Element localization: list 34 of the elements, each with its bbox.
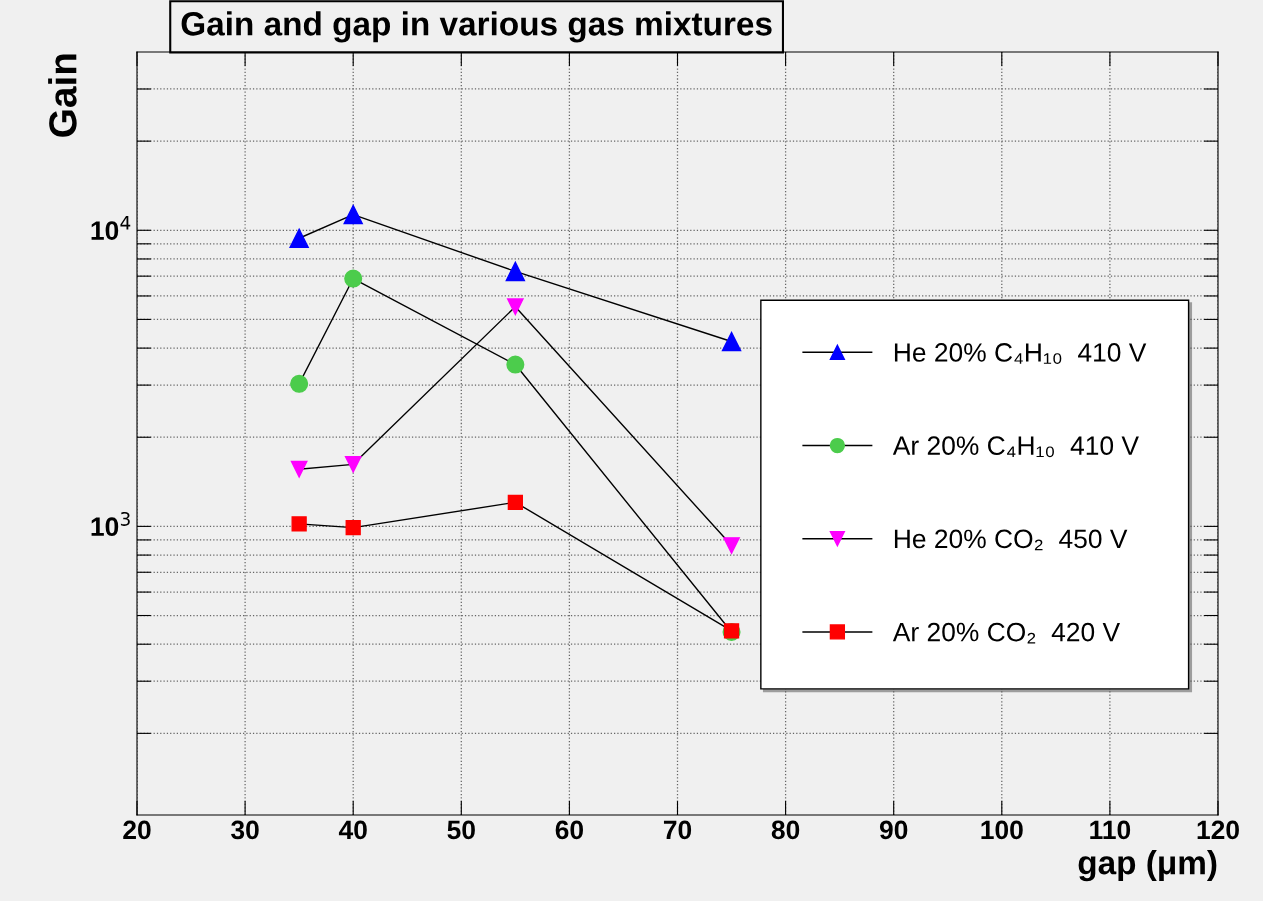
point	[505, 261, 526, 282]
x-axis-title: gap (μm)	[1078, 850, 1217, 882]
x-tick-label: 30	[231, 820, 259, 840]
y-tick-label: 10$^{3}$	[91, 511, 130, 536]
point	[290, 460, 308, 478]
y-axis-title: Gain	[48, 54, 77, 137]
legend-label: He 20% CO₂ 450 V	[894, 529, 1128, 551]
legend-label: Ar 20% C₄H₁₀ 410 V	[892, 436, 1139, 458]
point	[289, 228, 309, 248]
chart-title: Gain and gap in various gas mixtures	[181, 11, 772, 43]
x-tick-label: 80	[771, 820, 800, 840]
x-tick-label: 50	[447, 820, 475, 840]
point	[723, 537, 740, 554]
legend-label: Ar 20% CO₂ 420 V	[892, 622, 1120, 644]
x-tick-label: 70	[663, 820, 692, 840]
point	[343, 204, 363, 225]
x-tick-label: 120	[1197, 820, 1239, 840]
x-tick-label: 90	[879, 820, 908, 840]
point	[506, 355, 525, 374]
point	[507, 298, 524, 316]
point	[290, 374, 309, 393]
point	[344, 456, 362, 473]
point	[345, 520, 361, 536]
x-tick-label: 110	[1090, 820, 1131, 840]
x-tick-label: 20	[123, 820, 151, 840]
point	[507, 494, 523, 510]
x-tick-label: 100	[981, 820, 1023, 840]
x-tick-label: 60	[555, 820, 583, 840]
y-tick-label: 10$^{4}$	[91, 216, 131, 240]
point	[721, 331, 742, 352]
legend-label: He 20% C₄H₁₀ 410 V	[894, 343, 1147, 364]
x-tick-label: 40	[338, 820, 367, 840]
point	[291, 516, 307, 532]
point	[344, 269, 363, 288]
